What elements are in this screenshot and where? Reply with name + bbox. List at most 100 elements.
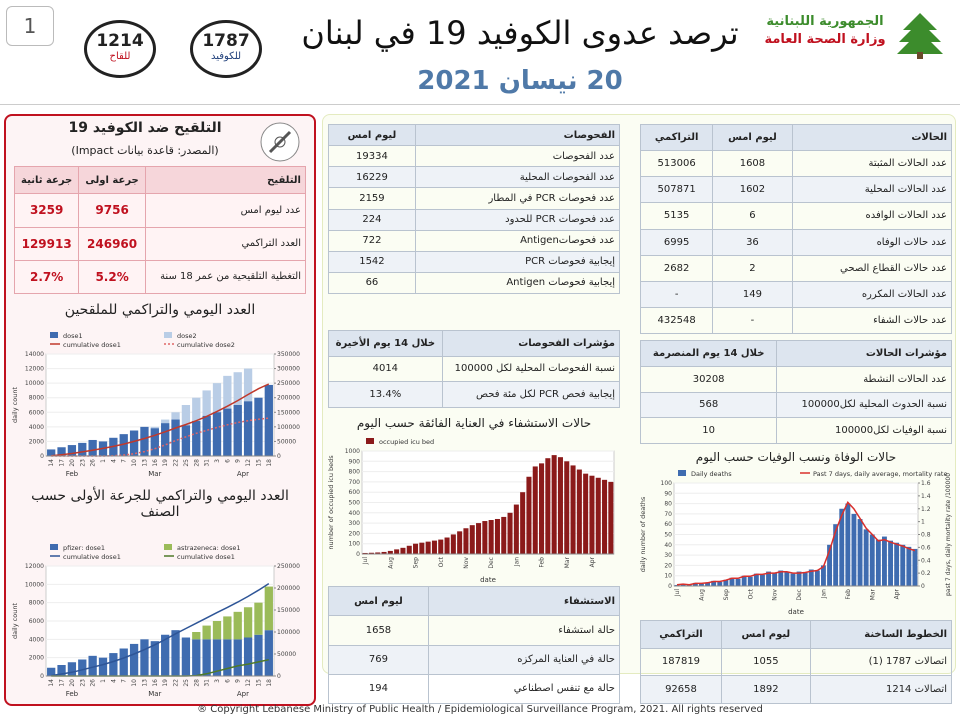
bar	[129, 430, 139, 456]
bar	[482, 521, 488, 554]
y-tick-label: 90	[664, 490, 672, 497]
header-cell: ليوم امس	[720, 620, 811, 649]
header-cell: ليوم امس	[712, 123, 793, 152]
bar	[520, 492, 526, 554]
bar	[705, 582, 710, 586]
x-tick-label: Aug	[698, 589, 705, 601]
bar	[469, 525, 475, 554]
x-tick-label: 31	[204, 459, 211, 467]
cell: 10	[639, 417, 778, 444]
legend-swatch	[678, 470, 686, 476]
y-tick-label: 400	[349, 510, 361, 517]
legend-label: cumulative dose1	[63, 553, 121, 561]
x-tick-label: 20	[69, 679, 76, 687]
header-cell: الاستشفاء	[427, 585, 621, 617]
x-tick-label: 1	[100, 679, 107, 683]
cell: إيجابية فحص PCR لكل مئة فحص	[441, 381, 621, 408]
y-tick-label: 0	[356, 551, 360, 558]
cell: 722	[328, 229, 416, 252]
x-tick-label: 12	[245, 459, 252, 467]
cell: إيجابية فحوصات Antigen	[414, 271, 621, 295]
y2-tick-label: 0	[277, 453, 281, 460]
hotlines-table: الخطوط الساخنة ليوم امس التراكمي اتصالات 17…	[640, 620, 953, 704]
vaccination-table: التلقيح جرعة اولى جرعة ثانية عدد ليوم امس 97…	[13, 165, 307, 295]
bar	[501, 516, 507, 554]
bar	[413, 543, 419, 554]
vaccination-source: (المصدر: قاعدة بيانات Impact)	[71, 144, 219, 157]
cell: عدد الفحوصات	[414, 145, 621, 168]
y2-tick-label: 250000	[277, 380, 300, 387]
legend-label: dose1	[63, 332, 83, 340]
x-tick-label: 12	[245, 679, 252, 687]
bar	[140, 426, 149, 456]
month-label: Mar	[148, 690, 161, 698]
x-tick-label: 7	[121, 679, 128, 683]
bar	[47, 449, 56, 456]
x-tick-label: Feb	[539, 557, 546, 568]
row: عدد فحوصات PCR للحدود 224	[328, 208, 621, 231]
x-tick-label: 18	[266, 679, 273, 687]
row: عدد الحالات الوافده 6 5135	[639, 202, 953, 230]
x-tick-label: 9	[235, 459, 242, 463]
x-tick-label: Apr	[894, 588, 901, 599]
cell: 149	[712, 280, 793, 308]
y-tick-label: 0	[668, 583, 672, 590]
bar	[67, 662, 77, 676]
bar	[57, 665, 66, 676]
x-tick-label: Jul	[674, 589, 681, 598]
y2-tick-label: 100000	[277, 424, 300, 431]
cell: 507871	[639, 176, 714, 204]
x-tick-label: 17	[59, 679, 66, 687]
tests-indicators: مؤشرات الفحوصات خلال 14 يوم الأخيرة نسبة ا…	[328, 330, 621, 408]
tests-table: الفحوصات ليوم امس عدد الفحوصات 19334 عدد الف…	[328, 123, 621, 295]
x-axis-label: date	[788, 608, 804, 616]
bar	[711, 580, 717, 586]
y2-tick-label: 50000	[277, 651, 296, 658]
bar	[766, 571, 771, 586]
vaccination-title: التلقيح ضد الكوفيد 19	[68, 120, 222, 136]
x-tick-label: 3	[214, 679, 221, 683]
bar	[233, 611, 242, 640]
cell: 92658	[640, 675, 722, 704]
bar	[387, 550, 393, 554]
hotline-label: للقاح	[109, 51, 131, 62]
cell: 1602	[712, 176, 793, 204]
bar	[583, 473, 589, 554]
bar	[438, 539, 444, 554]
bar	[150, 641, 159, 676]
bar	[202, 639, 211, 676]
bar	[589, 475, 595, 554]
bar	[192, 639, 201, 676]
x-tick-label: Feb	[845, 589, 852, 600]
x-tick-label: 22	[173, 679, 180, 687]
y2-tick-label: 200000	[277, 585, 300, 592]
bar	[254, 602, 263, 635]
x-tick-label: Sep	[723, 589, 730, 601]
header-cell: جرعة ثانية	[13, 165, 80, 195]
table: الفحوصات ليوم امس عدد الفحوصات 19334 عدد الف…	[328, 123, 621, 295]
bar	[741, 575, 747, 586]
y-axis-label: number of occupied icu beds	[327, 455, 335, 550]
bar	[450, 534, 456, 554]
row: عدد الحالات المكرره 149-	[639, 280, 953, 308]
bar	[406, 545, 412, 554]
x-tick-label: Jul	[362, 557, 369, 566]
x-tick-label: 28	[193, 459, 200, 467]
month-label: Apr	[237, 690, 249, 698]
bar	[551, 455, 557, 554]
bar	[778, 570, 784, 586]
header-cell: خلال 14 يوم المنصرمة	[639, 340, 778, 367]
cell: عدد الحالات النشطة	[776, 365, 952, 393]
bar	[254, 397, 263, 456]
x-tick-label: 7	[121, 459, 128, 463]
table: مؤشرات الحالات خلال 14 يوم المنصرمة عدد ال…	[639, 340, 952, 444]
bar	[444, 537, 450, 554]
bar	[539, 463, 545, 554]
bar	[760, 574, 765, 586]
y-tick-label: 40	[664, 542, 672, 549]
bar	[507, 512, 513, 554]
x-tick-label: Mar	[564, 556, 571, 568]
hotline-vaccine: 1214 للقاح	[84, 20, 156, 78]
bar	[717, 581, 723, 586]
